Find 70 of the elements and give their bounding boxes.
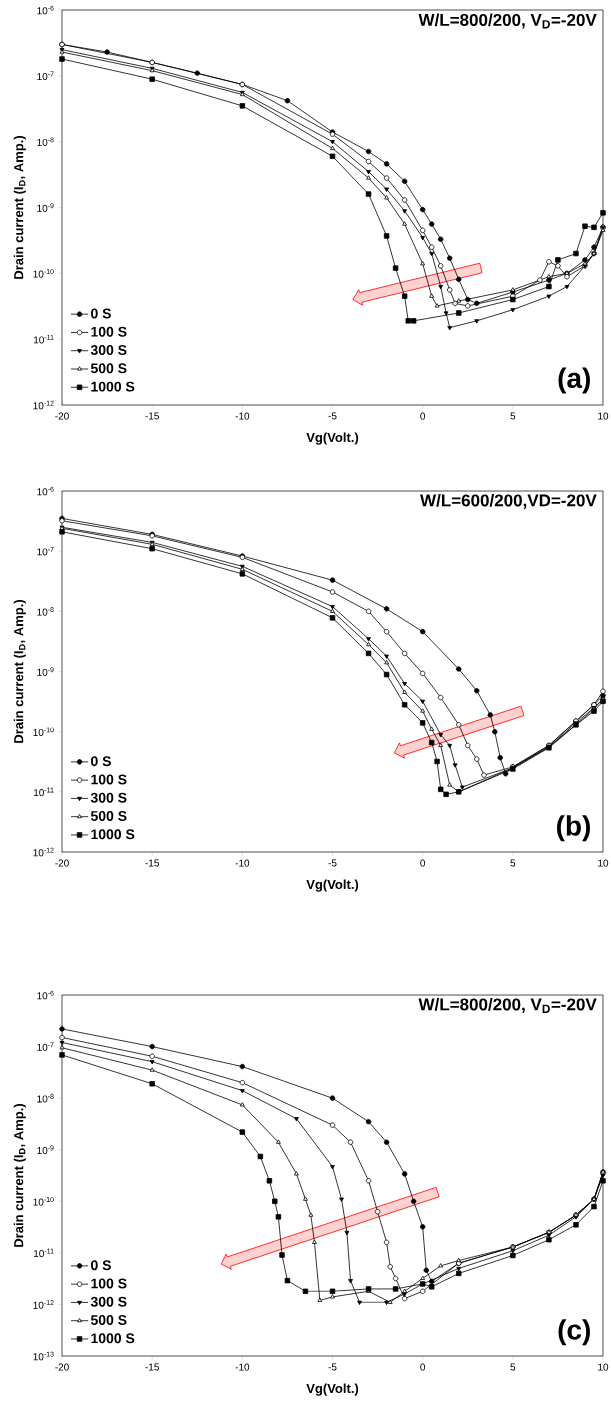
x-axis-title: Vg(Volt.) [306,432,359,445]
chart-title: W/L=800/200, V$_{D}$=-20V [418,997,597,1013]
y-tick-label: 10$^{-6}$ [37,486,54,496]
chart-title: W/L=600/200,VD=-20V [420,493,597,509]
x-tick-label: -15 [145,859,159,867]
x-tick-label: 10 [598,412,609,420]
legend-label: 1000 S [91,829,135,840]
legend-label: 500 S [90,1315,127,1325]
y-tick-label: 10$^{-8}$ [37,1093,54,1103]
y-tick-label: 10$^{-8}$ [37,137,54,146]
y-tick-label: 10$^{-8}$ [37,607,54,616]
y-tick-label: 10$^{-9}$ [37,667,54,676]
y-tick-label: 10$^{-9}$ [37,203,54,212]
x-tick-label: -20 [55,412,69,420]
y-axis-title: Drain current (I$_{D}$, Amp.) [13,600,26,743]
y-tick-label: 10$^{-12}$ [33,847,54,857]
y-tick-label: 10$^{-12}$ [33,400,54,410]
x-tick-label: 10 [598,859,609,867]
y-tick-label: 10$^{-12}$ [33,1300,54,1309]
annotation: (b) [557,815,590,842]
legend-label: 0 S [91,1260,111,1271]
x-tick-label: -10 [235,859,250,867]
x-axis-title: Vg(Volt.) [306,879,359,892]
y-tick-label: 10$^{-11}$ [34,334,54,344]
x-tick-label: 0 [420,412,426,420]
y-axis-title: Drain current (I$_{D}$, Amp.) [13,136,26,279]
legend-label: 500 S [90,363,127,374]
x-tick-label: 5 [510,859,516,867]
legend-label: 300 S [90,792,127,803]
x-tick-label: -5 [328,859,337,867]
annotation: (a) [558,367,590,394]
legend-label: 300 S [90,345,127,356]
x-tick-label: 0 [420,1363,426,1371]
legend-label: 0 S [91,308,111,319]
legend-label: 100 S [91,1278,127,1289]
x-tick-label: -15 [145,412,159,420]
y-tick-label: 10$^{-10}$ [33,1197,54,1206]
legend-label: 0 S [91,756,111,767]
x-tick-label: 0 [420,859,426,867]
y-tick-label: 10$^{-11}$ [34,1248,54,1258]
y-tick-label: 10$^{-6}$ [37,5,54,15]
x-tick-label: -20 [55,1363,69,1371]
legend-label: 300 S [90,1296,127,1307]
y-tick-label: 10$^{-13}$ [33,1351,54,1361]
x-tick-label: -5 [328,412,337,420]
legend-label: 500 S [90,811,127,821]
y-tick-label: 10$^{-7}$ [37,546,54,556]
y-tick-label: 10$^{-10}$ [33,269,54,278]
x-axis-title: Vg(Volt.) [306,1383,359,1396]
y-tick-label: 10$^{-7}$ [37,1042,54,1051]
x-tick-label: -10 [235,1363,250,1371]
x-tick-label: -15 [145,1363,159,1371]
legend-label: 1000 S [91,381,135,392]
x-tick-label: 5 [510,412,516,420]
y-tick-label: 10$^{-11}$ [34,787,54,797]
x-tick-label: -10 [235,412,250,420]
y-tick-label: 10$^{-9}$ [37,1145,54,1155]
x-tick-label: 10 [598,1363,609,1371]
legend-label: 1000 S [91,1333,135,1344]
chart-title: W/L=800/200, V$_{D}$=-20V [418,13,597,29]
x-tick-label: -5 [328,1363,337,1371]
legend-label: 100 S [91,326,127,337]
x-tick-label: 5 [510,1363,516,1371]
y-axis-title: Drain current (I$_{D}$, Amp.) [13,1104,26,1247]
legend-label: 100 S [91,774,127,785]
x-tick-label: -20 [55,859,69,867]
annotation: (c) [558,1319,590,1346]
y-tick-label: 10$^{-7}$ [37,71,54,81]
y-tick-label: 10$^{-10}$ [33,727,54,736]
y-tick-label: 10$^{-6}$ [37,990,54,1000]
